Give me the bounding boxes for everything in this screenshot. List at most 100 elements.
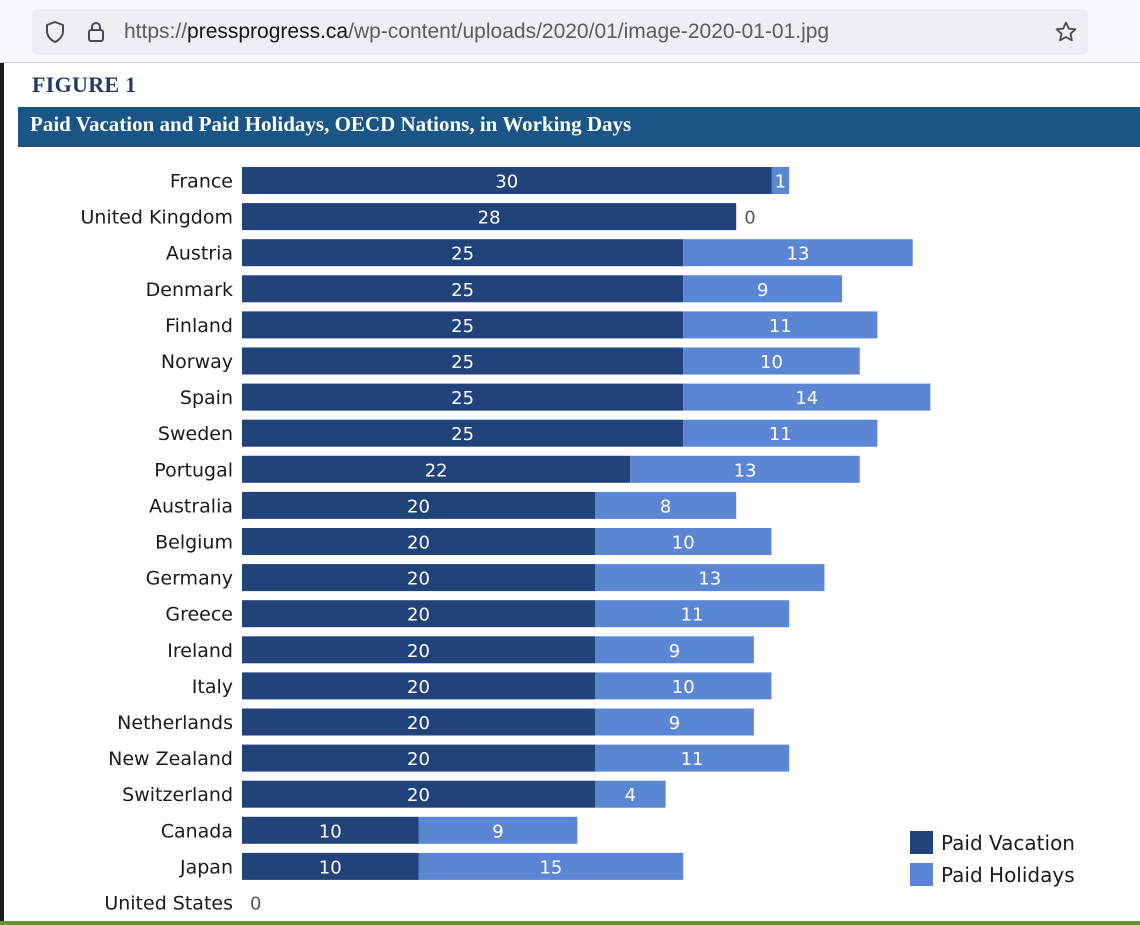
category-label: Spain (180, 387, 233, 409)
data-label: 13 (787, 244, 810, 265)
data-label: 13 (734, 460, 757, 481)
bar-segment-paid-vacation (242, 780, 595, 808)
bar-segment-paid-vacation (242, 564, 595, 592)
bookmark-star-icon[interactable] (1054, 20, 1078, 44)
bar-segment-paid-holidays (595, 564, 825, 592)
category-label: Greece (165, 604, 233, 626)
bar-segment-paid-holidays (595, 780, 666, 808)
lock-icon[interactable] (84, 20, 108, 44)
data-label: 9 (669, 713, 680, 734)
data-label: 0 (744, 208, 755, 229)
bar-segment-paid-vacation (242, 852, 419, 880)
bar-segment-paid-holidays (683, 311, 878, 339)
data-label: 20 (407, 641, 430, 662)
bars-group: France 30 1 United Kingdom 28 0 Austria 25 13 Den… (80, 167, 931, 915)
category-label: Belgium (155, 532, 233, 554)
shield-icon[interactable] (43, 20, 67, 44)
bar-segment-paid-vacation (242, 167, 772, 194)
bar-segment-paid-vacation (242, 275, 684, 303)
browser-toolbar: https://pressprogress.ca/wp-content/uplo… (0, 0, 1140, 63)
data-label: 30 (495, 172, 518, 193)
legend-swatch (910, 863, 933, 886)
bar-segment-paid-vacation (242, 491, 595, 519)
bar-segment-paid-holidays (418, 852, 684, 880)
data-label: 20 (407, 605, 430, 626)
url-bar[interactable]: https://pressprogress.ca/wp-content/uplo… (32, 9, 1088, 55)
data-label: 9 (669, 641, 680, 662)
url-host: pressprogress.ca (187, 20, 349, 43)
bar-segment-paid-vacation (242, 455, 631, 483)
bar-segment-paid-vacation (242, 383, 684, 411)
bar-segment-paid-holidays (595, 708, 754, 736)
bar-segment-paid-holidays (595, 672, 772, 700)
data-label: 10 (319, 821, 342, 842)
bar-segment-paid-vacation (242, 203, 737, 231)
url-text[interactable]: https://pressprogress.ca/wp-content/uplo… (124, 19, 829, 45)
data-label: 15 (539, 857, 562, 878)
data-label: 22 (425, 460, 448, 481)
data-label: 10 (319, 857, 342, 878)
figure-label: FIGURE 1 (32, 72, 137, 97)
data-label: 14 (795, 388, 818, 409)
data-label: 20 (407, 713, 430, 734)
category-label: Switzerland (122, 784, 233, 806)
data-label: 9 (492, 821, 503, 842)
category-label: Austria (166, 243, 233, 265)
category-label: Australia (149, 495, 233, 517)
bar-segment-paid-vacation (242, 239, 684, 267)
category-label: Denmark (146, 279, 233, 301)
bar-segment-paid-vacation (242, 600, 595, 628)
data-label: 4 (625, 785, 636, 806)
bar-segment-paid-holidays (683, 419, 878, 447)
bar-segment-paid-vacation (242, 744, 595, 772)
legend-label: Paid Holidays (941, 863, 1075, 887)
data-label: 10 (760, 352, 783, 373)
image-left-edge (0, 63, 4, 925)
bar-segment-paid-vacation (242, 528, 595, 555)
bar-segment-paid-vacation (242, 311, 684, 339)
bar-segment-paid-vacation (242, 636, 595, 664)
category-label: Netherlands (117, 712, 233, 734)
bar-segment-paid-holidays (418, 816, 578, 844)
data-label: 10 (672, 677, 695, 698)
category-label: Germany (146, 568, 233, 590)
data-label: 25 (451, 316, 474, 337)
data-label: 25 (451, 352, 474, 373)
category-label: Portugal (154, 459, 233, 481)
bar-segment-paid-holidays (630, 455, 860, 483)
category-label: United Kingdom (80, 207, 233, 229)
chart-title-bar: Paid Vacation and Paid Holidays, OECD Na… (18, 107, 1140, 147)
url-path: /wp-content/uploads/2020/01/image-2020-0… (348, 20, 830, 43)
data-label: 25 (451, 244, 474, 265)
data-label: 10 (672, 533, 695, 554)
category-label: Canada (161, 820, 233, 842)
category-label: Ireland (167, 640, 233, 662)
bar-segment-paid-vacation (242, 419, 684, 447)
legend-label: Paid Vacation (941, 831, 1075, 855)
category-label: Japan (179, 856, 233, 878)
data-label: 0 (250, 894, 261, 915)
data-label: 28 (478, 208, 501, 229)
data-label: 11 (681, 605, 704, 626)
data-label: 20 (407, 496, 430, 517)
category-label: Norway (161, 351, 233, 373)
data-label: 20 (407, 533, 430, 554)
bar-segment-paid-holidays (595, 636, 754, 664)
category-label: United States (104, 893, 233, 915)
bar-segment-paid-vacation (242, 347, 684, 375)
data-label: 25 (451, 388, 474, 409)
bar-segment-paid-holidays (683, 239, 913, 267)
category-label: Finland (165, 315, 233, 337)
bar-segment-paid-vacation (242, 708, 595, 736)
url-prefix: https:// (124, 20, 188, 43)
category-label: Sweden (158, 423, 233, 445)
bar-segment-paid-holidays (595, 600, 790, 628)
chart-title: Paid Vacation and Paid Holidays, OECD Na… (30, 112, 632, 136)
data-label: 20 (407, 677, 430, 698)
data-label: 8 (660, 496, 671, 517)
data-label: 13 (698, 569, 721, 590)
bar-segment-paid-holidays (595, 528, 772, 555)
image-bottom-edge (0, 921, 1140, 925)
bar-segment-paid-vacation (242, 672, 595, 700)
data-label: 1 (775, 172, 786, 193)
